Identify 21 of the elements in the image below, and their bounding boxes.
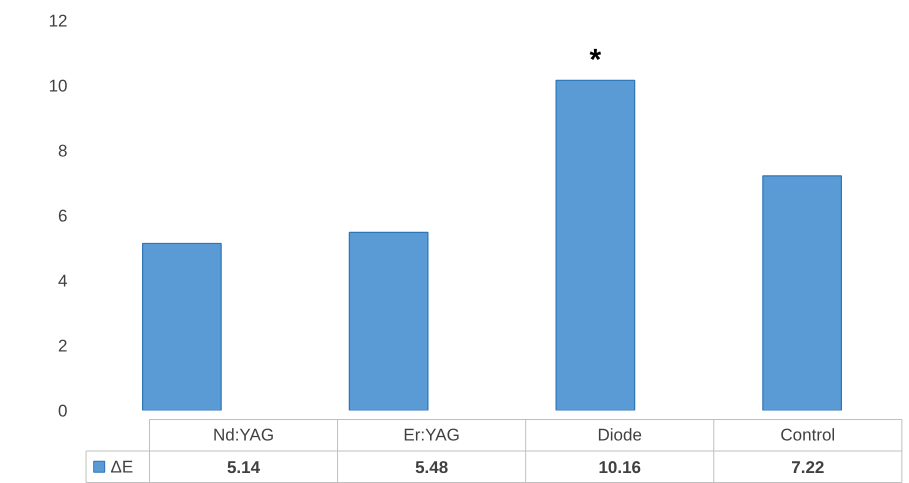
y-tick-label: 8 bbox=[58, 142, 68, 160]
data-label: 5.14 bbox=[226, 458, 261, 477]
data-label: 10.16 bbox=[598, 458, 641, 477]
x-tick-label: Control bbox=[780, 426, 836, 445]
legend-label: ΔE bbox=[110, 457, 134, 476]
y-tick-label: 6 bbox=[58, 206, 68, 226]
x-tick-label: Nd:YAG bbox=[212, 426, 274, 445]
data-label: 7.22 bbox=[791, 458, 824, 477]
annotation: * bbox=[590, 43, 602, 76]
y-tick-label: 0 bbox=[58, 402, 68, 420]
bar bbox=[762, 175, 842, 410]
x-tick-label: Diode bbox=[598, 426, 642, 445]
y-tick-label: 10 bbox=[48, 76, 68, 96]
y-tick-label: 2 bbox=[58, 336, 68, 356]
x-tick-label: Er:YAG bbox=[403, 426, 460, 445]
y-tick-label: 12 bbox=[48, 12, 68, 30]
bar bbox=[142, 242, 222, 410]
bar bbox=[555, 80, 636, 410]
bar bbox=[348, 232, 429, 410]
data-label: 5.48 bbox=[415, 458, 448, 477]
y-tick-label: 4 bbox=[58, 272, 68, 290]
